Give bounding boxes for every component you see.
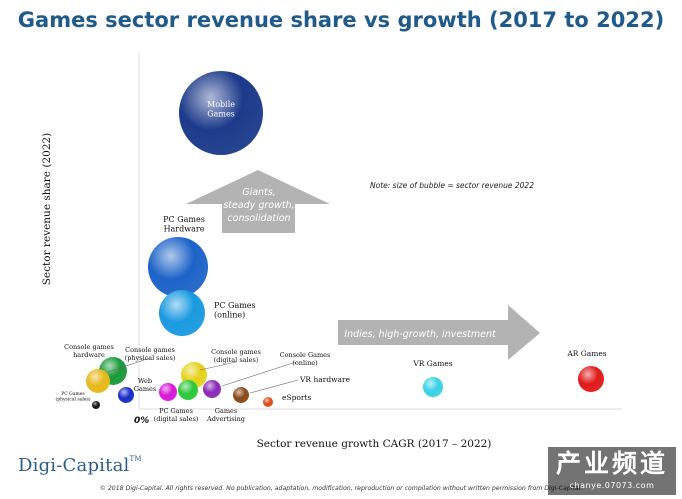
bubble-mobile-games <box>179 71 263 155</box>
bubble-label: Console games (physical sales) <box>125 346 176 362</box>
leader-line <box>221 361 297 387</box>
copyright-notice: © 2018 Digi-Capital. All rights reserved… <box>99 485 583 492</box>
bubble-label: PC Games (online) <box>214 301 256 320</box>
bubble-ar-games <box>578 366 604 392</box>
bubbles-group <box>86 71 604 409</box>
bubble-pc-games-physical-sales <box>92 401 100 409</box>
leader-line <box>107 357 151 373</box>
chart-note: Note: size of bubble = sector revenue 20… <box>370 181 534 190</box>
logo-tm: TM <box>129 455 142 463</box>
bubble-label: Web Games <box>134 377 156 393</box>
bubble-label: VR Games <box>412 359 452 368</box>
logo-text: Digi-Capital <box>18 455 130 476</box>
bubble-pc-games-digital-sales <box>159 383 177 401</box>
arrow-giants: Giants, steady growth, consolidation <box>186 170 330 233</box>
chart-title: Games sector revenue share vs growth (20… <box>17 8 665 32</box>
bubble-console-games-online <box>203 380 221 398</box>
watermark-text: 产业频道 <box>555 449 668 478</box>
bubble-pc-games-online <box>159 290 205 336</box>
watermark: 产业频道 chanye.07073.com <box>548 447 676 495</box>
x-origin-label: 0% <box>134 416 149 426</box>
watermark-url: chanye.07073.com <box>569 481 655 490</box>
bubble-label: Games Advertising <box>206 407 245 423</box>
arrow-indies: Indies, high-growth, investment <box>338 305 540 360</box>
bubble-label: Mobile Games <box>207 100 235 119</box>
arrow-giants-label: Giants, steady growth, consolidation <box>223 187 294 224</box>
bubble-label: AR Games <box>566 349 606 358</box>
bubble-vr-hardware <box>233 387 249 403</box>
leader-line <box>199 361 237 371</box>
bubble-pc-games-hardware <box>148 237 208 297</box>
bubble-labels-group: Mobile Games PC Games Hardware PC Games (onli… <box>55 100 606 423</box>
leader-line <box>249 379 299 394</box>
bubble-esports <box>263 397 273 407</box>
bubble-label: Console games (digital sales) <box>211 348 261 364</box>
bubble-label: eSports <box>282 393 311 402</box>
bubble-label: PC Games Hardware <box>163 215 205 234</box>
bubble-console-games-physical-sales <box>86 369 110 393</box>
y-axis-label: Sector revenue share (2022) <box>41 133 53 286</box>
bubble-label: PC Games (digital sales) <box>154 407 199 423</box>
bubble-label: Console Games (online) <box>280 351 331 367</box>
bubble-web-games <box>118 387 134 403</box>
bubble-label: PC Games (physical sales) <box>55 391 90 402</box>
bubble-vr-games <box>423 377 443 397</box>
x-axis-label: Sector revenue growth CAGR (2017 – 2022) <box>257 438 492 450</box>
arrow-indies-label: Indies, high-growth, investment <box>344 329 497 340</box>
digi-capital-logo: Digi-CapitalTM <box>18 455 142 476</box>
bubble-label: Console games hardware <box>64 343 114 359</box>
bubble-label: VR hardware <box>299 375 351 384</box>
bubble-games-advertising <box>178 380 198 400</box>
